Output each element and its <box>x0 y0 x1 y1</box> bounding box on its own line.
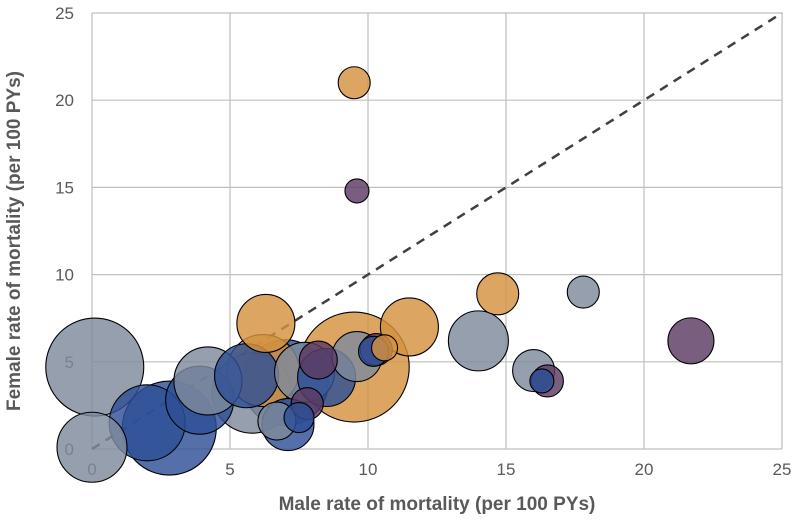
x-tick-label: 5 <box>225 460 234 479</box>
bubble-purple <box>298 340 338 380</box>
bubble-purple <box>667 317 715 365</box>
x-tick-label: 10 <box>359 460 378 479</box>
y-axis-title: Female rate of mortality (per 100 PYs) <box>4 71 25 411</box>
y-tick-labels: 0510152025 <box>55 4 74 459</box>
x-tick-label: 20 <box>635 460 654 479</box>
y-tick-label: 20 <box>55 91 74 110</box>
x-tick-label: 15 <box>497 460 516 479</box>
bubble-orange <box>337 66 371 100</box>
bubble-orange <box>236 293 296 353</box>
y-tick-label: 10 <box>55 266 74 285</box>
bubble-orange <box>476 272 520 316</box>
bubble-gray <box>447 310 509 372</box>
bubble-gray <box>56 411 128 483</box>
bubble-gray <box>566 275 600 309</box>
bubble-purple <box>344 178 370 204</box>
bubble-blue <box>214 343 280 409</box>
bubble-orange <box>371 334 399 362</box>
bubble-blue <box>529 368 555 394</box>
bubbles <box>45 66 715 483</box>
x-tick-label: 25 <box>773 460 792 479</box>
y-tick-label: 25 <box>55 4 74 23</box>
bubble-blue <box>283 402 315 434</box>
y-tick-label: 15 <box>55 178 74 197</box>
x-axis-title: Male rate of mortality (per 100 PYs) <box>279 494 596 515</box>
